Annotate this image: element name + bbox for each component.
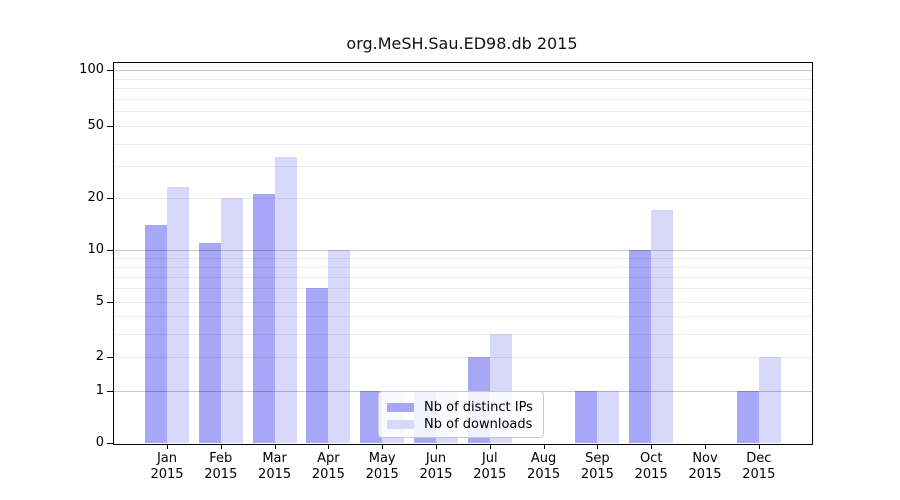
x-axis-tick — [382, 444, 384, 449]
x-tick-label-nov: Nov 2015 — [688, 451, 722, 482]
minor-gridline — [114, 277, 812, 279]
legend-label-distinct-ips: Nb of distinct IPs — [424, 399, 533, 415]
minor-gridline — [114, 288, 812, 290]
x-axis-tick — [758, 444, 760, 449]
y-tick-label: 50 — [87, 118, 104, 133]
bar-distinct-ips-sep — [575, 391, 598, 443]
x-tick-label-feb: Feb 2015 — [204, 451, 238, 482]
x-tick-label-apr: Apr 2015 — [311, 451, 345, 482]
x-tick-label-sep: Sep 2015 — [580, 451, 614, 482]
bar-distinct-ips-apr — [306, 288, 329, 443]
bar-downloads-oct — [651, 210, 674, 443]
minor-gridline — [114, 143, 812, 145]
plot-area — [113, 62, 813, 445]
minor-gridline — [114, 198, 812, 199]
x-axis-tick — [705, 444, 706, 449]
y-axis-tick — [107, 126, 113, 127]
minor-gridline — [114, 111, 812, 113]
y-axis-tick — [107, 356, 113, 358]
y-axis-tick — [107, 443, 113, 444]
minor-gridline — [114, 78, 812, 80]
major-gridline — [114, 70, 812, 71]
legend-swatch-distinct-ips — [387, 403, 414, 412]
minor-gridline — [114, 258, 812, 260]
y-axis-tick — [107, 70, 113, 71]
bar-downloads-sep — [597, 391, 620, 443]
minor-gridline — [114, 301, 812, 303]
y-tick-label: 2 — [95, 348, 104, 364]
bar-downloads-mar — [274, 156, 297, 443]
x-axis-tick — [167, 444, 168, 449]
chart-title: org.MeSH.Sau.ED98.db 2015 — [346, 34, 578, 53]
x-axis-tick — [597, 444, 599, 449]
bar-distinct-ips-may — [360, 391, 383, 443]
bar-downloads-feb — [220, 198, 243, 443]
x-axis-tick — [651, 444, 653, 449]
bar-downloads-dec — [758, 356, 781, 443]
legend-entry-downloads: Nb of downloads — [387, 416, 535, 433]
y-tick-label: 5 — [95, 293, 104, 309]
bar-downloads-jan — [167, 187, 189, 443]
y-axis-tick — [107, 198, 113, 199]
y-tick-label: 0 — [95, 435, 104, 450]
minor-gridline — [114, 333, 812, 335]
x-axis-tick — [489, 444, 491, 449]
y-tick-label: 1 — [95, 383, 104, 398]
legend-box: Nb of distinct IPs Nb of downloads — [378, 391, 544, 438]
legend-entry-distinct-ips: Nb of distinct IPs — [387, 399, 535, 416]
x-tick-label-dec: Dec 2015 — [742, 451, 776, 482]
x-axis-tick — [436, 444, 437, 449]
bar-downloads-apr — [328, 250, 351, 443]
minor-gridline — [114, 356, 812, 358]
bar-distinct-ips-dec — [736, 391, 759, 443]
legend-swatch-downloads — [387, 420, 414, 429]
major-gridline — [114, 250, 812, 251]
x-tick-label-jan: Jan 2015 — [150, 451, 184, 482]
x-axis-tick — [274, 444, 276, 449]
x-axis-tick — [220, 444, 222, 449]
x-tick-label-oct: Oct 2015 — [634, 451, 668, 482]
x-tick-label-aug: Aug 2015 — [527, 451, 561, 482]
minor-gridline — [114, 267, 812, 269]
y-tick-label: 10 — [87, 242, 104, 257]
y-axis-tick — [107, 391, 113, 392]
x-axis-tick — [328, 444, 330, 449]
x-tick-label-jun: Jun 2015 — [419, 451, 453, 482]
bar-distinct-ips-mar — [252, 194, 275, 443]
x-tick-label-mar: Mar 2015 — [258, 451, 292, 482]
x-tick-label-may: May 2015 — [365, 451, 399, 482]
minor-gridline — [114, 166, 812, 168]
minor-gridline — [114, 126, 812, 127]
x-axis-tick — [543, 444, 545, 449]
legend-label-downloads: Nb of downloads — [424, 416, 533, 432]
minor-gridline — [114, 98, 812, 100]
minor-gridline — [114, 88, 812, 90]
y-axis-tick — [107, 301, 113, 303]
bar-distinct-ips-oct — [629, 250, 652, 443]
minor-gridline — [114, 315, 812, 317]
bar-distinct-ips-feb — [198, 243, 221, 443]
x-tick-label-jul: Jul 2015 — [473, 451, 507, 482]
y-tick-label: 20 — [87, 190, 104, 205]
y-axis-tick — [107, 250, 113, 251]
y-tick-label: 100 — [79, 62, 104, 77]
